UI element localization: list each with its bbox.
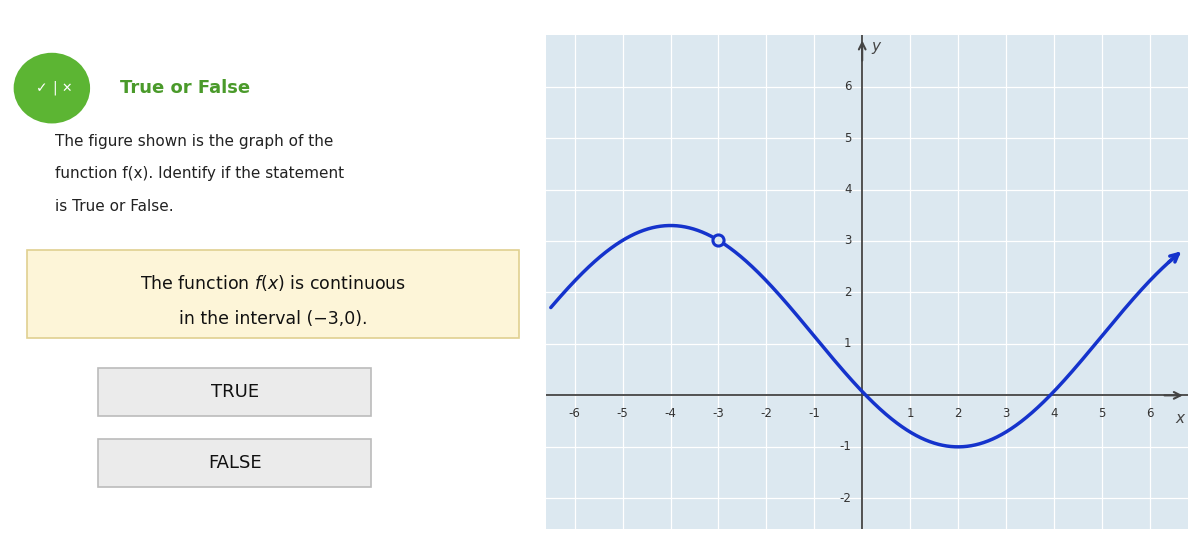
Circle shape xyxy=(13,53,90,124)
FancyBboxPatch shape xyxy=(98,368,371,416)
Text: 4: 4 xyxy=(844,183,852,196)
Text: $x$: $x$ xyxy=(1175,411,1187,426)
FancyBboxPatch shape xyxy=(98,439,371,487)
Text: is True or False.: is True or False. xyxy=(55,199,173,214)
Text: -3: -3 xyxy=(713,407,725,420)
Text: FALSE: FALSE xyxy=(208,454,262,472)
Text: The function $f$($x$) is continuous: The function $f$($x$) is continuous xyxy=(140,273,406,293)
Text: 4: 4 xyxy=(1050,407,1057,420)
Text: -5: -5 xyxy=(617,407,629,420)
Text: -1: -1 xyxy=(840,440,852,454)
Text: |: | xyxy=(53,81,56,96)
Text: The figure shown is the graph of the: The figure shown is the graph of the xyxy=(55,133,332,148)
Text: -2: -2 xyxy=(761,407,773,420)
Text: 1: 1 xyxy=(844,338,852,350)
Text: 6: 6 xyxy=(844,80,852,93)
Text: function f(x). Identify if the statement: function f(x). Identify if the statement xyxy=(55,166,343,181)
Text: 1: 1 xyxy=(906,407,914,420)
Text: 3: 3 xyxy=(1002,407,1009,420)
Text: ✕: ✕ xyxy=(61,82,72,94)
Text: 3: 3 xyxy=(845,234,852,247)
Text: $y$: $y$ xyxy=(871,40,882,56)
Text: 2: 2 xyxy=(844,286,852,299)
Text: True or False: True or False xyxy=(120,79,251,97)
Text: -4: -4 xyxy=(665,407,677,420)
Text: -1: -1 xyxy=(809,407,821,420)
Text: 5: 5 xyxy=(1098,407,1105,420)
FancyBboxPatch shape xyxy=(28,249,518,338)
Text: 5: 5 xyxy=(845,132,852,145)
Text: -2: -2 xyxy=(840,492,852,505)
Text: TRUE: TRUE xyxy=(211,383,259,401)
Text: 6: 6 xyxy=(1146,407,1153,420)
Text: ✓: ✓ xyxy=(36,81,48,95)
Text: -6: -6 xyxy=(569,407,581,420)
Text: 2: 2 xyxy=(954,407,961,420)
Text: in the interval (−3,0).: in the interval (−3,0). xyxy=(179,310,367,328)
